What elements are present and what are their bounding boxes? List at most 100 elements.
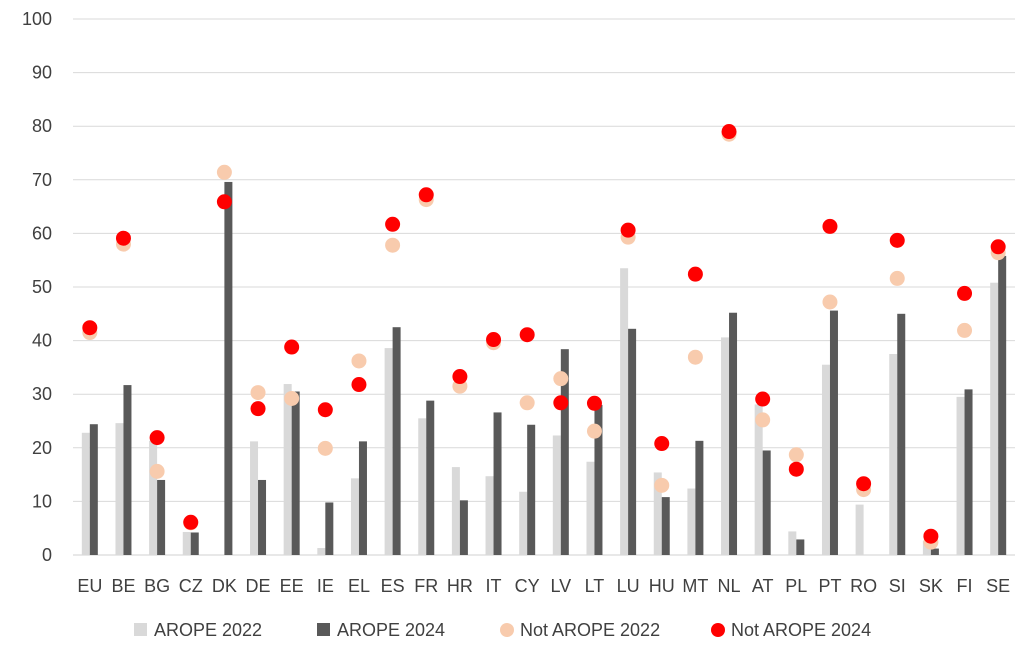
dot-not-arope-2024 [654, 436, 670, 452]
bar-arope-2022 [855, 504, 864, 555]
dot-not-arope-2024 [788, 461, 804, 477]
legend: AROPE 2022 AROPE 2024 Not AROPE 2022 Not AR… [134, 620, 871, 640]
dot-not-arope-2024 [418, 187, 434, 203]
dot-not-arope-2024 [856, 476, 872, 492]
y-tick-label: 60 [32, 223, 52, 243]
legend-label: AROPE 2024 [337, 620, 445, 640]
bar-arope-2024 [493, 412, 502, 555]
legend-swatch [500, 623, 514, 637]
bar-arope-2024 [258, 479, 267, 555]
dot-not-arope-2024 [82, 320, 98, 336]
bar-arope-2022 [115, 423, 124, 555]
bar-arope-2022 [384, 348, 393, 555]
dot-not-arope-2024 [620, 222, 636, 238]
dots-layer [82, 124, 1006, 550]
dot-not-arope-2024 [586, 395, 602, 411]
bar-arope-2024 [190, 532, 199, 555]
x-tick-label: SI [889, 576, 906, 596]
legend-label: Not AROPE 2022 [520, 620, 660, 640]
dot-not-arope-2022 [385, 237, 401, 253]
x-tick-label: RO [850, 576, 877, 596]
dot-not-arope-2024 [990, 239, 1006, 255]
dot-not-arope-2022 [957, 322, 973, 338]
y-tick-label: 30 [32, 384, 52, 404]
bar-arope-2022 [451, 467, 460, 555]
dot-not-arope-2022 [149, 463, 165, 479]
x-tick-label: BE [111, 576, 135, 596]
bars-layer [81, 181, 1007, 556]
legend-swatch [711, 623, 725, 637]
bar-arope-2022 [821, 364, 830, 555]
y-tick-label: 20 [32, 438, 52, 458]
bar-arope-2022 [250, 441, 259, 555]
bar-arope-2024 [661, 497, 670, 555]
dot-not-arope-2024 [721, 124, 737, 140]
dot-not-arope-2024 [687, 266, 703, 282]
dot-not-arope-2022 [687, 349, 703, 365]
legend-label: AROPE 2022 [154, 620, 262, 640]
bar-arope-2024 [829, 310, 838, 555]
dot-not-arope-2022 [788, 447, 804, 463]
x-tick-label: DE [246, 576, 271, 596]
legend-swatch [317, 623, 330, 636]
bar-arope-2022 [283, 384, 292, 555]
bar-arope-2024 [358, 441, 367, 555]
y-tick-label: 90 [32, 63, 52, 83]
bar-arope-2024 [392, 327, 401, 555]
dot-not-arope-2022 [351, 353, 367, 369]
bar-arope-2022 [788, 531, 797, 555]
dot-not-arope-2024 [115, 230, 131, 246]
bar-arope-2024 [695, 440, 704, 555]
dot-not-arope-2024 [284, 339, 300, 355]
y-tick-label: 0 [42, 545, 52, 565]
bar-arope-2024 [325, 502, 334, 555]
dot-not-arope-2024 [385, 216, 401, 232]
dot-not-arope-2022 [822, 294, 838, 310]
bar-arope-2024 [157, 479, 166, 555]
x-tick-label: CY [515, 576, 540, 596]
bar-arope-2022 [586, 461, 595, 555]
y-tick-label: 70 [32, 170, 52, 190]
x-tick-label: SE [986, 576, 1010, 596]
dot-not-arope-2024 [452, 369, 468, 385]
bar-arope-2022 [81, 432, 90, 555]
dot-not-arope-2024 [183, 514, 199, 530]
y-tick-label: 50 [32, 277, 52, 297]
bar-arope-2024 [762, 450, 771, 555]
x-tick-label: IE [317, 576, 334, 596]
bar-arope-2022 [418, 418, 427, 555]
x-tick-label: NL [718, 576, 741, 596]
dot-not-arope-2024 [822, 218, 838, 234]
x-tick-label: SK [919, 576, 943, 596]
x-tick-label: PT [818, 576, 841, 596]
dot-not-arope-2022 [553, 371, 569, 387]
bar-arope-2024 [123, 385, 132, 555]
bar-arope-2022 [552, 435, 561, 555]
bar-arope-2024 [291, 391, 300, 555]
dot-not-arope-2022 [654, 477, 670, 493]
bar-arope-2024 [998, 255, 1007, 556]
bar-arope-2022 [317, 548, 326, 555]
gridlines [73, 18, 1015, 556]
bar-arope-2024 [628, 328, 637, 555]
bar-arope-2024 [224, 181, 233, 555]
bar-arope-2024 [459, 500, 468, 555]
bar-arope-2024 [964, 389, 973, 555]
bar-arope-2022 [721, 337, 730, 555]
bar-arope-2024 [594, 404, 603, 555]
y-tick-label: 40 [32, 331, 52, 351]
bar-arope-2022 [350, 478, 359, 555]
x-tick-label: HU [649, 576, 675, 596]
bar-arope-2024 [560, 349, 569, 555]
legend-swatch [134, 623, 147, 636]
dot-not-arope-2022 [586, 423, 602, 439]
bar-arope-2022 [956, 396, 965, 555]
x-tick-label: ES [381, 576, 405, 596]
dot-not-arope-2022 [755, 412, 771, 428]
x-axis: EU BE BG CZ DK DE EE IE EL ES FR HR IT CY LV LT LU HU MT NL… [77, 576, 1010, 596]
legend-label: Not AROPE 2024 [731, 620, 871, 640]
dot-not-arope-2022 [250, 385, 266, 401]
bar-arope-2022 [687, 488, 696, 555]
